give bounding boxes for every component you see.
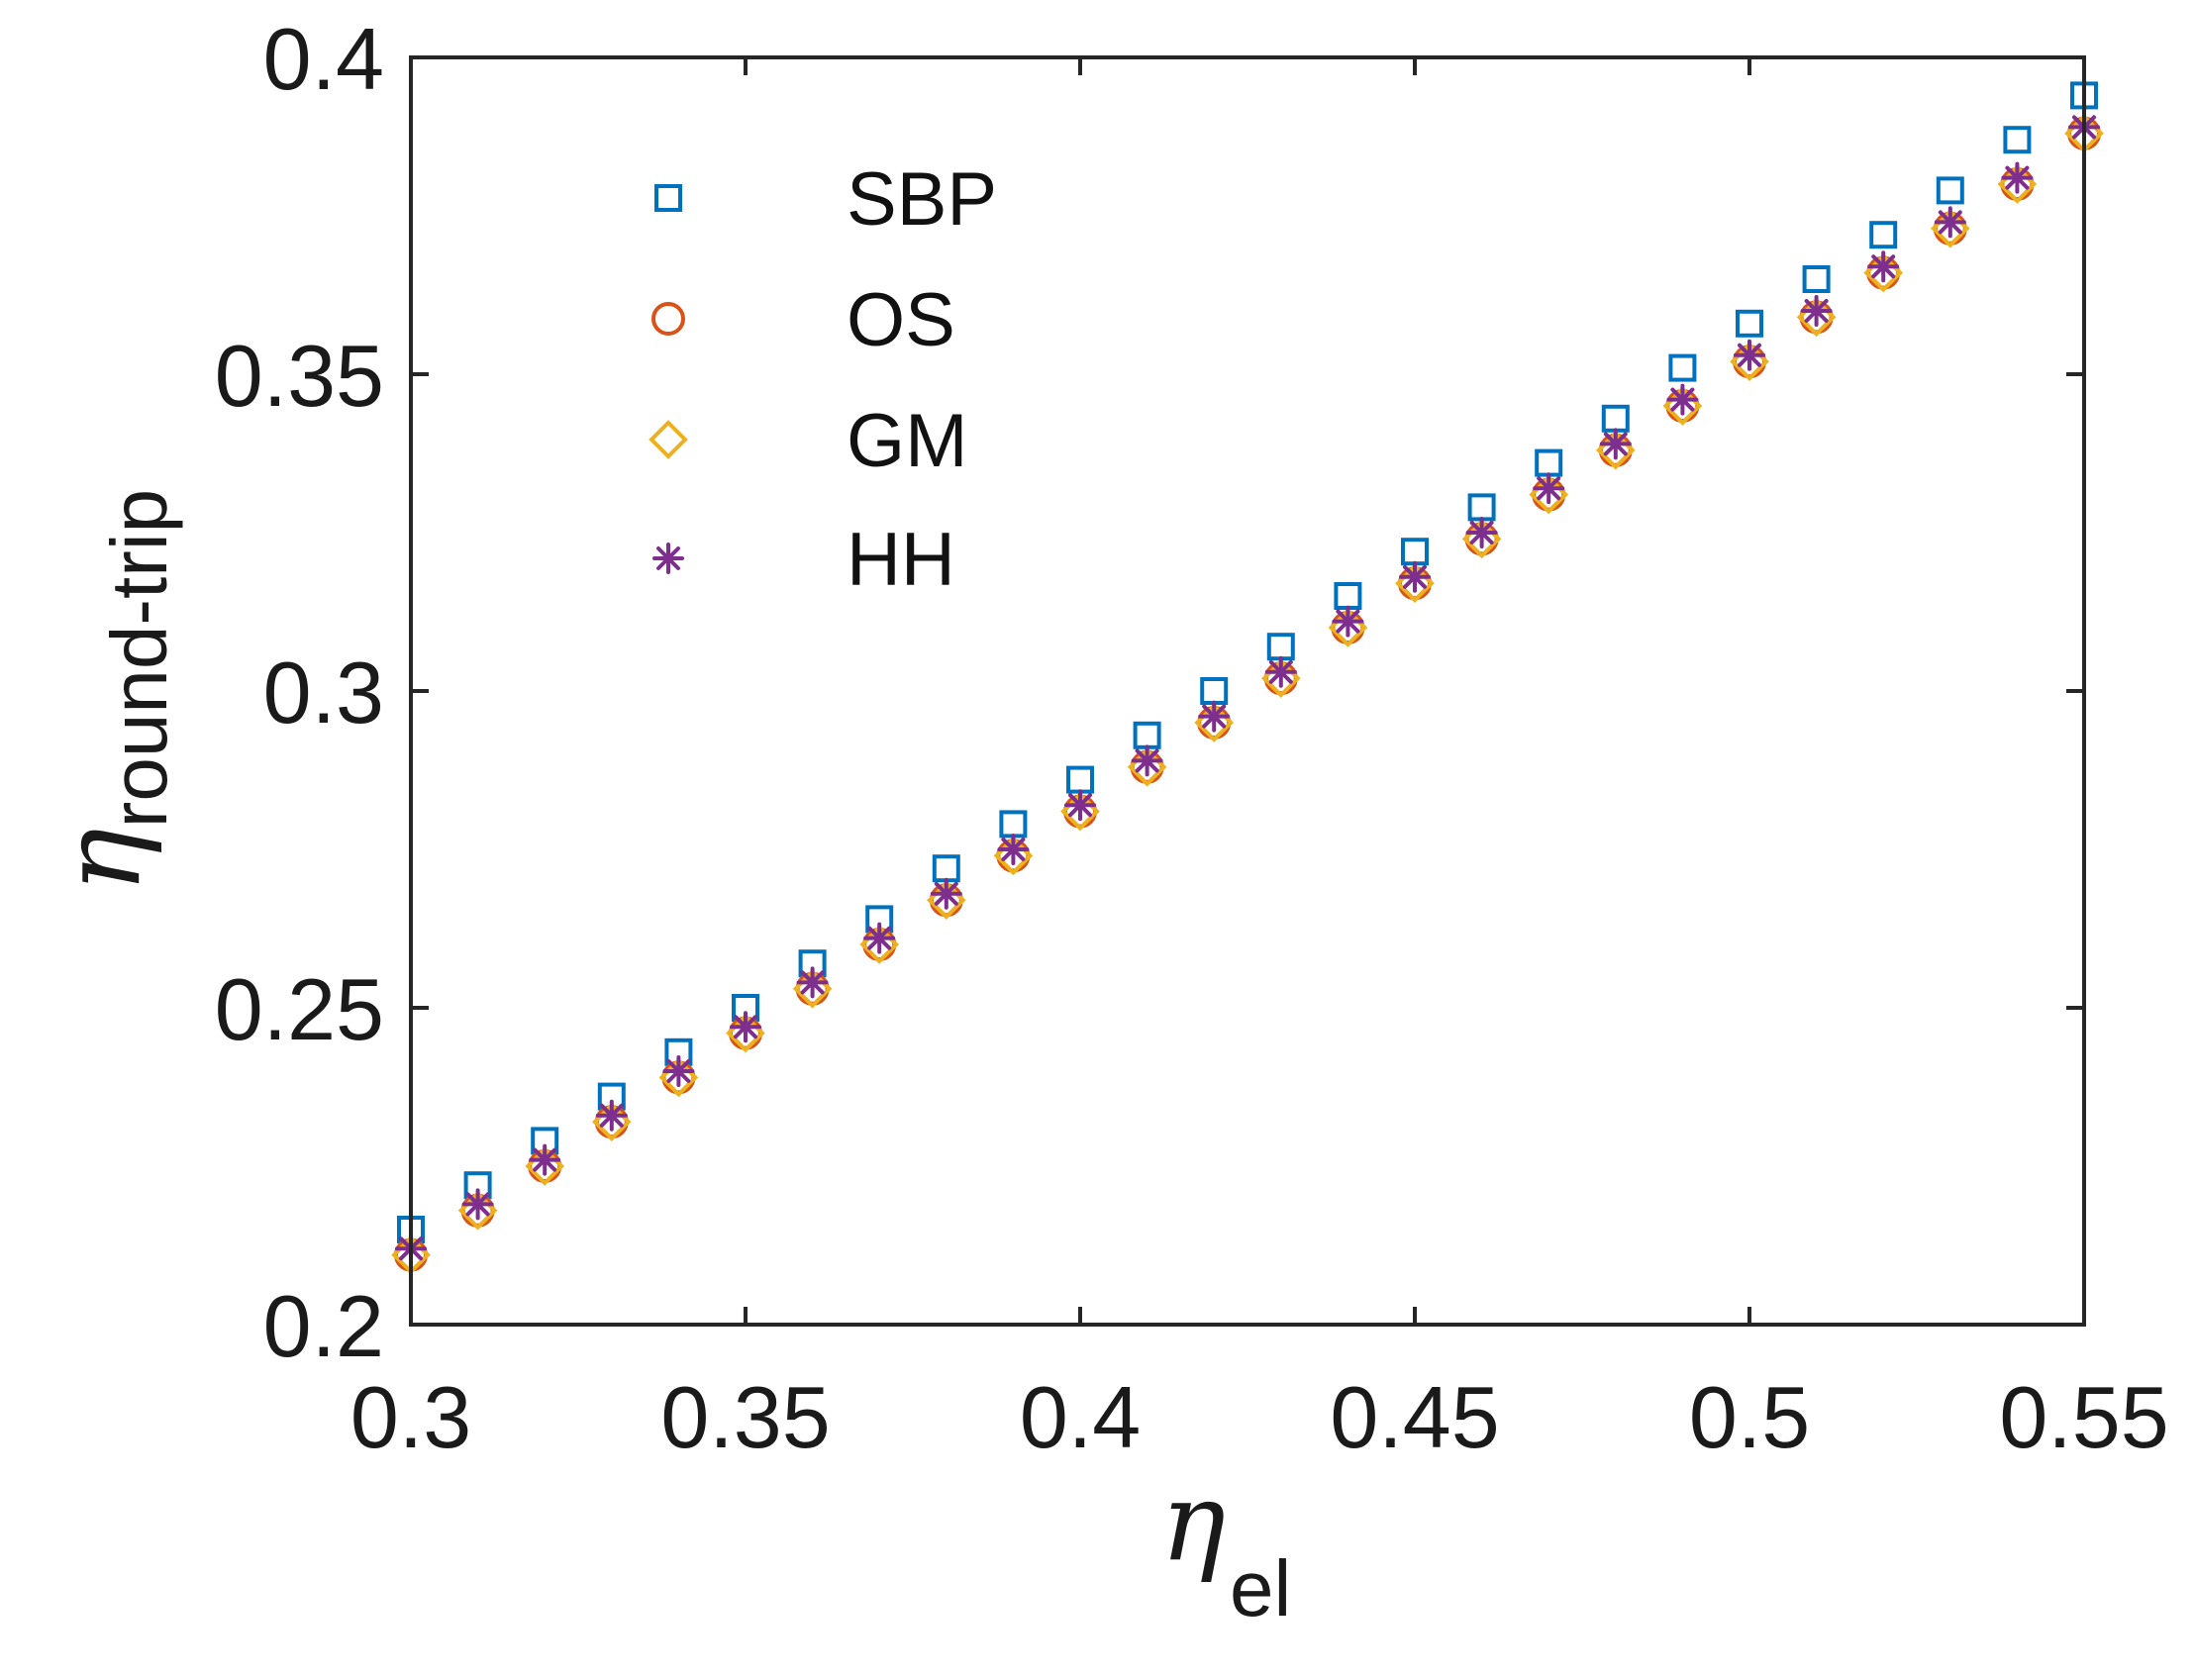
series-sbp [397, 81, 2098, 1243]
legend-label: GM [847, 399, 967, 483]
hh-marker [529, 1143, 561, 1176]
y-axis-label: ηround-trip [38, 489, 183, 893]
sbp-marker [1802, 265, 1831, 293]
hh-marker [863, 922, 896, 954]
x-tick-label: 0.45 [1330, 1368, 1499, 1466]
legend-item-hh: HH [652, 518, 955, 602]
hh-marker [595, 1099, 628, 1132]
x-axis-label-symbol: η [1160, 1458, 1226, 1585]
y-tick-label: 0.4 [263, 10, 384, 108]
y-tick-label: 0.35 [215, 327, 384, 425]
hh-marker [1599, 428, 1632, 460]
sbp-marker [1936, 176, 1964, 205]
y-tick-label: 0.2 [263, 1277, 384, 1375]
x-axis-label-subscript: el [1230, 1544, 1291, 1632]
legend-label: HH [847, 518, 955, 602]
hh-marker [997, 834, 1030, 865]
hh-marker [1533, 472, 1565, 505]
hh-marker [930, 877, 962, 910]
legend-item-sbp: SBP [654, 157, 997, 242]
hh-marker [1734, 339, 1765, 371]
legend-item-os: OS [651, 278, 955, 362]
svg-text:ηround-trip: ηround-trip [38, 489, 183, 893]
hh-marker [1800, 295, 1833, 327]
hh-marker [1867, 250, 1900, 283]
hh-marker [2001, 161, 2034, 194]
y-axis-label-symbol: η [38, 828, 164, 893]
x-tick-label: 0.5 [1689, 1368, 1810, 1466]
hh-marker [796, 966, 829, 999]
x-axis-label: η el [1160, 1458, 1291, 1632]
x-tick-label: 0.3 [350, 1368, 471, 1466]
hh-marker [1332, 605, 1364, 638]
legend-label: SBP [847, 157, 997, 242]
x-tick-label: 0.4 [1020, 1368, 1141, 1466]
legend: SBP OS GM HH [649, 157, 997, 602]
y-tick-label: 0.3 [263, 643, 384, 741]
plot-area-frame [409, 55, 2086, 1327]
hh-marker [1198, 700, 1231, 733]
legend-label: OS [847, 278, 955, 362]
hh-marker [1264, 655, 1297, 688]
sbp-marker [1736, 309, 1763, 338]
legend-diamond-icon [649, 420, 688, 459]
y-axis-label-subscript: round-trip [95, 489, 183, 828]
legend-square-icon [654, 184, 682, 212]
hh-marker [1934, 206, 1966, 239]
x-tick-label: 0.35 [660, 1368, 830, 1466]
legend-asterisk-icon [652, 543, 684, 574]
x-tick-label: 0.55 [1999, 1368, 2168, 1466]
hh-marker [1666, 383, 1699, 416]
hh-marker [1399, 560, 1431, 593]
hh-marker [730, 1011, 761, 1043]
legend-item-gm: GM [649, 399, 967, 483]
sbp-marker [2003, 126, 2032, 154]
axis-tick-labels: 0.3 0.35 0.4 0.45 0.5 0.55 0.2 0.25 0.3 0.35 0.4 [215, 10, 2169, 1466]
hh-marker [1064, 789, 1096, 822]
sbp-marker [1869, 221, 1898, 249]
hh-marker [1465, 517, 1498, 548]
y-tick-label: 0.25 [215, 960, 384, 1058]
hh-marker [461, 1188, 494, 1221]
legend-circle-icon [651, 302, 685, 336]
sbp-marker [1668, 353, 1697, 382]
hh-marker [1131, 744, 1163, 777]
data-markers [391, 81, 2104, 1275]
hh-marker [662, 1055, 695, 1087]
